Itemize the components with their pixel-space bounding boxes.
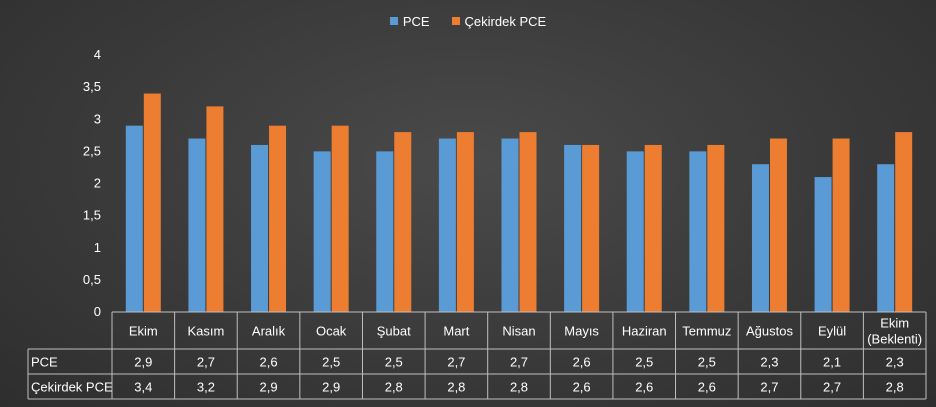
table-row-label: PCE xyxy=(31,355,58,370)
data-label: 2,8 xyxy=(510,380,528,395)
data-label: 2,5 xyxy=(385,355,403,370)
data-label: 2,5 xyxy=(635,355,653,370)
bar-cekirdek-pce xyxy=(269,125,287,312)
data-label: 2,5 xyxy=(322,355,340,370)
bar-pce xyxy=(188,138,206,312)
bar-pce xyxy=(564,144,582,312)
x-tick-label: Şubat xyxy=(377,324,411,339)
bar-pce xyxy=(376,151,394,312)
x-tick-label: Kasım xyxy=(188,324,225,339)
legend-label-pce: PCE xyxy=(402,13,430,29)
y-tick-label: 2 xyxy=(94,176,101,191)
y-tick-label: 4 xyxy=(94,47,101,62)
x-tick-label: Ocak xyxy=(316,324,347,339)
legend-item-cekirdek-pce: Çekirdek PCE xyxy=(451,13,547,29)
data-label: 3,2 xyxy=(197,380,215,395)
x-tick-label: Ağustos xyxy=(746,324,793,339)
bar-cekirdek-pce xyxy=(143,93,161,312)
bar-pce xyxy=(251,144,269,312)
x-tick-label: Mart xyxy=(443,324,469,339)
y-tick-label: 1 xyxy=(94,240,101,255)
data-label: 2,6 xyxy=(698,380,716,395)
x-tick-label: Nisan xyxy=(502,324,535,339)
y-tick-label: 2,5 xyxy=(83,143,101,158)
bar-cekirdek-pce xyxy=(644,144,662,312)
legend-item-pce: PCE xyxy=(389,13,430,29)
bar-cekirdek-pce xyxy=(707,144,725,312)
bar-cekirdek-pce xyxy=(331,125,349,312)
legend-swatch-cekirdek-pce xyxy=(451,17,460,25)
bar-pce xyxy=(313,151,331,312)
x-tick-label: Ekim xyxy=(129,324,158,339)
bar-pce xyxy=(751,164,769,312)
data-label: 2,5 xyxy=(698,355,716,370)
data-label: 2,6 xyxy=(573,355,591,370)
bar-cekirdek-pce xyxy=(394,132,412,312)
data-label: 2,7 xyxy=(447,355,465,370)
bar-cekirdek-pce xyxy=(582,144,600,312)
data-label: 2,9 xyxy=(134,355,152,370)
y-tick-label: 0 xyxy=(94,304,101,319)
data-label: 2,8 xyxy=(385,380,403,395)
data-label: 2,1 xyxy=(823,355,841,370)
x-tick-label: Eylül xyxy=(818,324,846,339)
data-label: 2,6 xyxy=(259,355,277,370)
bar-pce xyxy=(438,138,456,312)
data-label: 2,7 xyxy=(510,355,528,370)
y-tick-label: 0,5 xyxy=(83,272,101,287)
table-row-label: Çekirdek PCE xyxy=(31,380,113,395)
x-tick-label: Haziran xyxy=(622,324,667,339)
data-label: 2,7 xyxy=(823,380,841,395)
bar-pce xyxy=(814,177,832,312)
x-tick-label: Aralık xyxy=(252,324,286,339)
legend-label-cekirdek-pce: Çekirdek PCE xyxy=(464,13,547,29)
data-label: 2,3 xyxy=(760,355,778,370)
bar-cekirdek-pce xyxy=(519,132,537,312)
data-label: 3,4 xyxy=(134,380,152,395)
bar-pce xyxy=(689,151,707,312)
data-label: 2,9 xyxy=(259,380,277,395)
y-tick-label: 1,5 xyxy=(83,208,101,223)
y-tick-label: 3 xyxy=(94,111,101,126)
data-label: 2,7 xyxy=(760,380,778,395)
x-tick-label: Temmuz xyxy=(682,324,731,339)
bar-cekirdek-pce xyxy=(832,138,850,312)
bar-pce xyxy=(501,138,519,312)
bar-cekirdek-pce xyxy=(456,132,474,312)
data-label: 2,8 xyxy=(447,380,465,395)
y-tick-label: 3,5 xyxy=(83,79,101,94)
x-tick-label: Mayıs xyxy=(564,324,599,339)
data-label: 2,6 xyxy=(573,380,591,395)
chart-legend: PCE Çekirdek PCE xyxy=(0,13,936,29)
data-label: 2,7 xyxy=(197,355,215,370)
bar-cekirdek-pce xyxy=(206,106,224,313)
data-label: 2,9 xyxy=(322,380,340,395)
data-label: 2,3 xyxy=(886,355,904,370)
data-label: 2,6 xyxy=(635,380,653,395)
x-tick-label: (Beklenti) xyxy=(867,332,922,347)
bar-pce xyxy=(877,164,895,312)
legend-swatch-pce xyxy=(389,17,398,25)
bar-cekirdek-pce xyxy=(895,132,913,312)
bar-pce xyxy=(125,125,143,312)
data-label: 2,8 xyxy=(886,380,904,395)
bar-cekirdek-pce xyxy=(769,138,787,312)
x-tick-label: Ekim xyxy=(880,316,909,331)
bar-pce xyxy=(626,151,644,312)
